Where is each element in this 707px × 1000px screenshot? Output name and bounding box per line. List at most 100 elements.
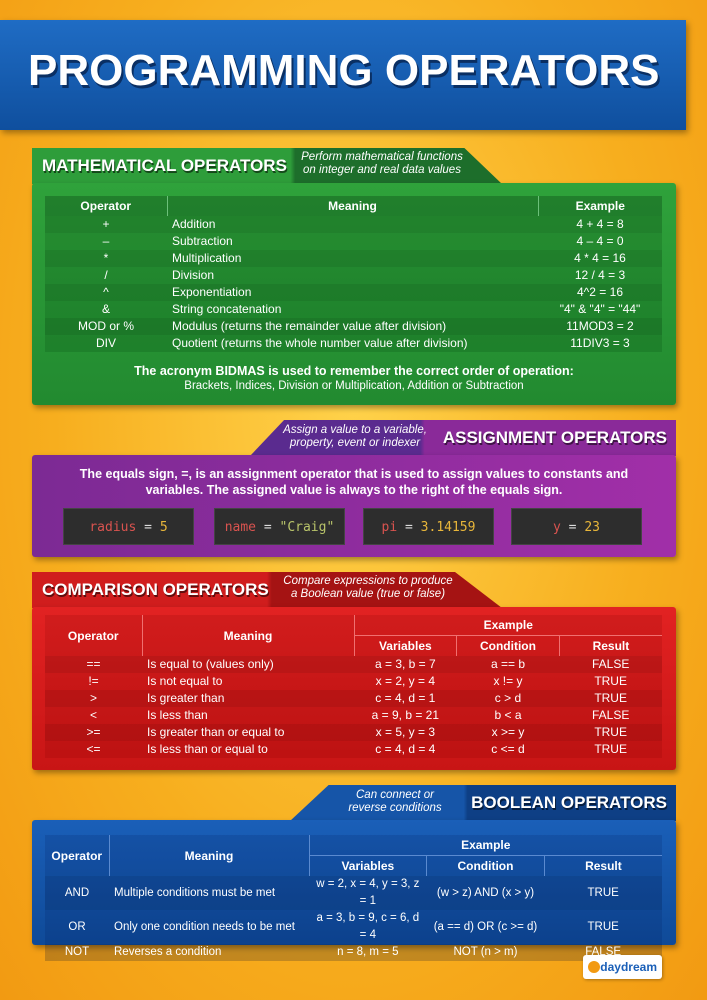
operator-cell: ^ [103, 285, 109, 299]
meaning-cell: Modulus (returns the remainder value aft… [172, 319, 447, 333]
meaning-cell: String concatenation [172, 302, 282, 316]
variables-cell: w = 2, x = 4, y = 3, z = 1 [316, 878, 420, 907]
code-example-name: name = "Craig" [214, 508, 345, 545]
operator-cell: NOT [64, 946, 90, 958]
code-var: pi [381, 520, 398, 535]
code-op: = [568, 520, 577, 535]
example-cell: 11MOD3 = 2 [566, 319, 634, 333]
compare-subtitle-line1: Compare expressions to produce [283, 575, 453, 587]
condition-cell: c <= d [491, 742, 525, 756]
meaning-cell: Division [172, 268, 215, 282]
compare-header-meaning: Meaning [141, 615, 355, 656]
math-panel: Operator Meaning Example + Addition 4 + 4 … [32, 183, 676, 405]
page-title: PROGRAMMING OPERATORS [28, 46, 660, 95]
meaning-cell: Only one condition needs to be met [114, 920, 295, 933]
variables-cell: x = 5, y = 3 [375, 725, 436, 739]
table-row: – Subtraction 4 – 4 = 0 [45, 233, 662, 250]
meaning-cell: Reverses a condition [114, 946, 222, 958]
table-row: DIV Quotient (returns the whole number va… [45, 335, 662, 352]
boolean-panel: Operator Meaning Example Variables Condit… [32, 820, 676, 961]
operator-cell: OR [68, 920, 86, 933]
assign-title: ASSIGNMENT OPERATORS [442, 428, 667, 447]
example-cell: 4 + 4 = 8 [576, 217, 624, 231]
example-cell: 12 / 4 = 3 [574, 268, 626, 282]
variables-cell: x = 2, y = 4 [375, 674, 436, 688]
example-cell: "4" & "4" = "44" [559, 302, 641, 316]
operator-cell: != [88, 674, 99, 688]
code-op: = [144, 520, 152, 535]
table-row: / Division 12 / 4 = 3 [45, 267, 662, 284]
compare-title: COMPARISON OPERATORS [42, 580, 269, 599]
logo-text: daydream [600, 960, 657, 974]
boolean-header-condition: Condition [426, 855, 545, 876]
logo-icon [588, 961, 600, 973]
boolean-subtitle: Can connect or reverse conditions [330, 789, 460, 815]
boolean-header-meaning: Meaning [108, 835, 310, 876]
math-subtitle-line1: Perform mathematical functions [301, 151, 463, 163]
result-cell: TRUE [594, 674, 627, 688]
table-row: + Addition 4 + 4 = 8 [45, 216, 662, 233]
variables-cell: a = 9, b = 21 [371, 708, 440, 722]
math-tab [32, 148, 502, 184]
math-title: MATHEMATICAL OPERATORS [42, 156, 287, 175]
meaning-cell: Quotient (returns the whole number value… [172, 336, 468, 350]
code-example-pi: pi = 3.14159 [363, 508, 494, 545]
compare-subtitle: Compare expressions to produce a Boolean … [268, 575, 468, 601]
condition-cell: b < a [494, 708, 522, 722]
result-cell: TRUE [594, 742, 627, 756]
compare-header-result: Result [592, 639, 630, 653]
condition-cell: (w > z) AND (x > y) [436, 886, 535, 899]
title-banner: PROGRAMMING OPERATORS [0, 20, 686, 130]
code-var: y [553, 520, 561, 535]
operator-cell: – [102, 234, 110, 248]
operator-cell: * [103, 251, 109, 265]
assign-subtitle-line1: Assign a value to a variable, [283, 424, 427, 436]
result-cell: TRUE [587, 920, 619, 933]
meaning-cell: Is greater than [147, 691, 225, 705]
operator-cell: DIV [95, 336, 116, 350]
meaning-cell: Multiplication [172, 251, 242, 265]
meaning-cell: Is greater than or equal to [147, 725, 285, 739]
operator-cell: < [89, 708, 97, 722]
compare-header-operator: Operator [67, 628, 119, 643]
meaning-cell: Is not equal to [147, 674, 223, 688]
example-cell: 4 – 4 = 0 [576, 234, 624, 248]
assign-panel: The equals sign, =, is an assignment ope… [32, 455, 676, 557]
meaning-cell: Is equal to (values only) [147, 657, 274, 671]
result-cell: FALSE [591, 708, 630, 722]
result-cell: TRUE [587, 886, 619, 899]
operator-cell: > [89, 691, 97, 705]
table-row: ^ Exponentiation 4^2 = 16 [45, 284, 662, 301]
boolean-table: Operator Meaning Example Variables Condit… [45, 835, 662, 961]
boolean-subtitle-line2: reverse conditions [348, 802, 442, 814]
variables-cell: c = 4, d = 1 [375, 691, 436, 705]
meaning-cell: Is less than or equal to [147, 742, 268, 756]
condition-cell: c > d [494, 691, 522, 705]
code-example-radius: radius = 5 [63, 508, 194, 545]
table-row: & String concatenation "4" & "4" = "44" [45, 301, 662, 318]
math-table: Operator Meaning Example + Addition 4 + 4 … [45, 196, 662, 352]
assign-subtitle-line2: property, event or indexer [289, 437, 421, 449]
code-value: 5 [159, 520, 168, 535]
compare-table: Operator Meaning Example Variables Condit… [45, 615, 662, 758]
compare-panel: Operator Meaning Example Variables Condit… [32, 607, 676, 770]
compare-header-variables: Variables [354, 635, 458, 656]
table-row: OR Only one condition needs to be met a = … [45, 910, 662, 944]
bidmas-expansion: Brackets, Indices, Division or Multiplic… [184, 380, 524, 392]
assign-tab [250, 420, 676, 456]
result-cell: TRUE [594, 691, 627, 705]
operator-cell: MOD or % [77, 319, 134, 333]
assign-subtitle: Assign a value to a variable, property, e… [270, 424, 440, 450]
boolean-header-variables: Variables [309, 855, 428, 876]
operator-cell: <= [86, 742, 101, 756]
bidmas-note-pre: The acronym [134, 364, 216, 378]
code-value: 23 [584, 520, 600, 535]
example-cell: 11DIV3 = 3 [570, 336, 630, 350]
boolean-tab [290, 785, 676, 821]
meaning-cell: Subtraction [172, 234, 233, 248]
compare-tab [32, 572, 502, 608]
condition-cell: NOT (n > m) [453, 946, 518, 958]
boolean-title: BOOLEAN OPERATORS [471, 793, 667, 812]
math-subtitle-line2: on integer and real data values [303, 164, 461, 176]
boolean-header-result: Result [585, 859, 622, 873]
